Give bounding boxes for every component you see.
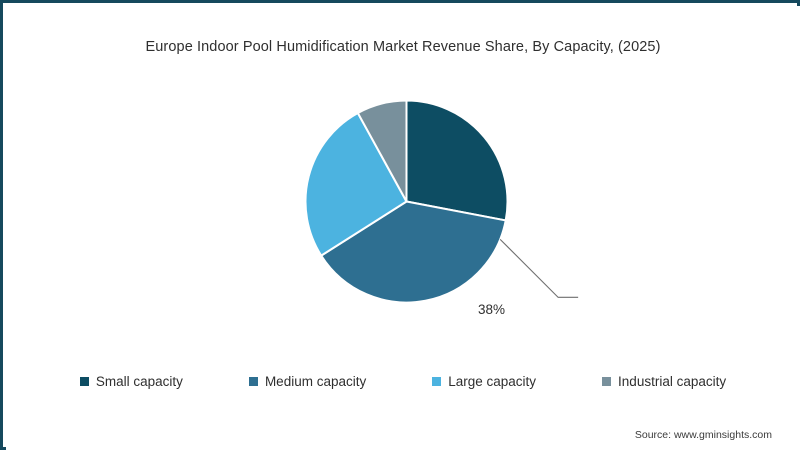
- page-title: Europe Indoor Pool Humidification Market…: [145, 39, 661, 55]
- value-leader-line: [499, 238, 579, 298]
- legend-swatch-icon: [248, 377, 258, 386]
- chart-legend: Small capacity Medium capacity Large capac…: [6, 374, 800, 389]
- legend-item-label: Medium capacity: [264, 374, 367, 389]
- pie-slice[interactable]: [304, 111, 408, 257]
- source-attribution: Source: www.gminsights.com: [634, 429, 772, 441]
- legend-item-label: Industrial capacity: [618, 374, 727, 389]
- legend-item-label: Large capacity: [448, 374, 537, 389]
- slice-value-label: 38%: [478, 302, 506, 317]
- pie-slice[interactable]: [356, 99, 408, 203]
- legend-swatch-icon: [432, 377, 442, 386]
- legend-item[interactable]: Industrial capacity: [602, 374, 726, 389]
- pie-slice[interactable]: [405, 99, 509, 222]
- legend-item-label: Small capacity: [95, 374, 183, 389]
- legend-item[interactable]: Medium capacity: [248, 374, 367, 389]
- legend-swatch-icon: [79, 377, 89, 386]
- legend-item[interactable]: Small capacity: [79, 374, 183, 389]
- chart-canvas: Europe Indoor Pool Humidification Market…: [6, 6, 800, 450]
- pie-chart-svg: [304, 99, 579, 304]
- legend-item[interactable]: Large capacity: [432, 374, 536, 389]
- pie-chart: [304, 99, 579, 304]
- legend-swatch-icon: [602, 377, 612, 386]
